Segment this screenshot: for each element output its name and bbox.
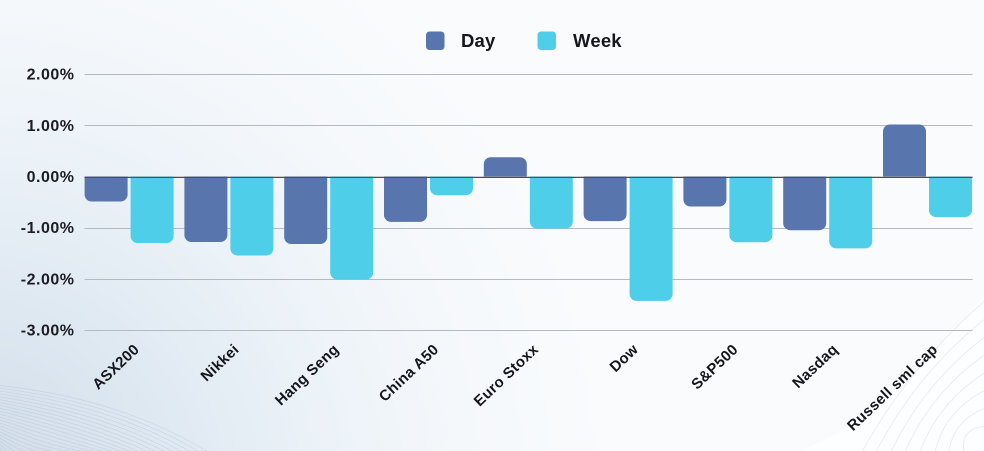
svg-text:Hang Seng: Hang Seng: [272, 341, 342, 409]
svg-text:-1.00%: -1.00%: [21, 220, 75, 237]
svg-text:Nikkei: Nikkei: [198, 341, 243, 385]
svg-text:-2.00%: -2.00%: [21, 271, 75, 288]
svg-text:1.00%: 1.00%: [27, 118, 75, 135]
svg-text:2.00%: 2.00%: [27, 67, 75, 84]
svg-text:0.00%: 0.00%: [27, 169, 75, 186]
svg-text:Nasdaq: Nasdaq: [789, 341, 841, 392]
svg-text:Euro Stoxx: Euro Stoxx: [471, 341, 543, 410]
svg-text:Day: Day: [461, 30, 496, 51]
svg-text:-3.00%: -3.00%: [21, 323, 75, 340]
svg-text:Week: Week: [573, 30, 622, 51]
svg-text:Dow: Dow: [607, 341, 642, 376]
svg-text:ASX200: ASX200: [89, 341, 143, 393]
svg-text:China A50: China A50: [376, 341, 442, 405]
svg-text:S&P500: S&P500: [688, 341, 742, 393]
